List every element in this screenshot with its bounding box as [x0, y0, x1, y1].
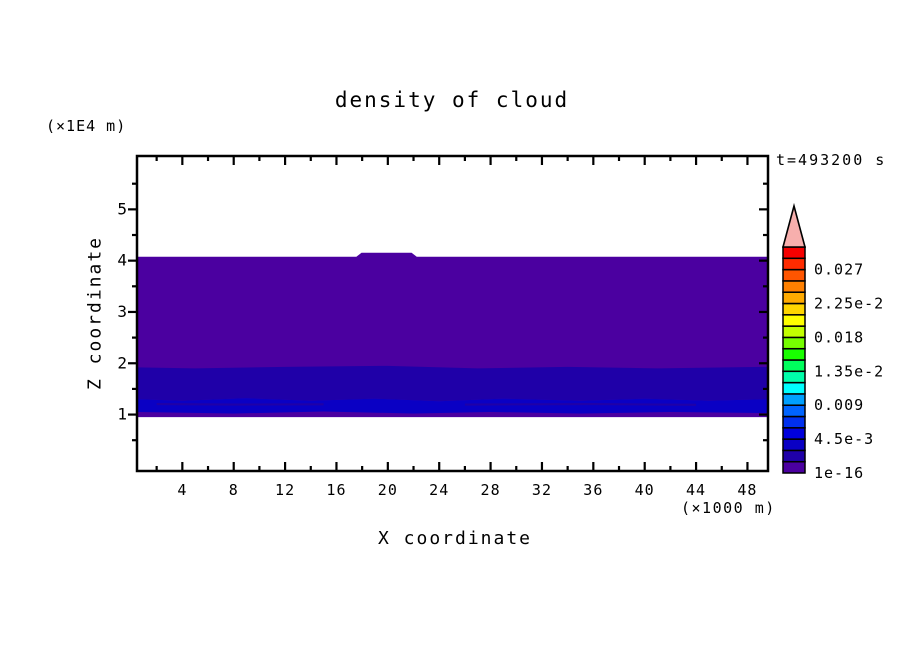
colorbar-cell	[782, 370, 806, 384]
colorbar-label: 0.009	[814, 396, 864, 414]
colorbar-cell	[782, 302, 806, 316]
cloud-band-level-3e-3	[137, 398, 768, 414]
z-tick-label: 5	[117, 199, 128, 218]
colorbar-label: 0.018	[814, 328, 864, 346]
x-tick-label: 8	[229, 481, 239, 499]
colorbar-cell	[782, 449, 806, 463]
colorbar-cell	[782, 438, 806, 452]
colorbar-cell	[782, 291, 806, 305]
x-tick-label: 16	[326, 481, 346, 499]
colorbar-cell	[782, 427, 806, 440]
y-axis-title: Z coordinate	[84, 235, 106, 391]
z-tick-label: 2	[117, 353, 128, 372]
x-tick-label: 28	[481, 481, 501, 499]
colorbar-cell	[782, 268, 806, 282]
colorbar-label: 0.027	[814, 261, 864, 279]
plot-frame	[135, 154, 770, 473]
colorbar-cell	[782, 359, 806, 373]
colorbar-cell	[782, 393, 806, 406]
x-tick-label: 4	[177, 481, 187, 499]
colorbar-cell	[782, 257, 806, 271]
x-tick-label: 36	[583, 481, 603, 499]
colorbar-overflow-arrow	[781, 202, 807, 248]
x-tick-label: 20	[378, 481, 398, 499]
colorbar-cell	[782, 347, 806, 361]
colorbar-cell	[782, 415, 806, 429]
colorbar-cell	[782, 325, 806, 339]
colorbar-label: 1e-16	[814, 464, 864, 482]
x-axis-title: X coordinate	[377, 528, 533, 549]
colorbar-cell	[782, 381, 806, 395]
x-tick-label: 24	[429, 481, 449, 499]
z-tick-label: 3	[117, 302, 128, 321]
x-tick-label: 32	[532, 481, 552, 499]
colorbar-label: 2.25e-2	[814, 295, 884, 313]
cloud-streak-level-1.5e-3-a	[156, 403, 324, 406]
chart-title: density of cloud	[334, 88, 570, 112]
colorbar-cell	[782, 246, 806, 260]
z-tick-label: 4	[117, 251, 128, 270]
colorbar-cell	[782, 280, 806, 293]
colorbar-label: 1.35e-2	[814, 362, 884, 380]
colorbar-cell	[782, 314, 806, 327]
cloud-band-level-1.5e-3	[137, 365, 768, 402]
colorbar-cell	[782, 336, 806, 350]
z-tick-label: 1	[117, 405, 128, 424]
x-tick-label: 44	[686, 481, 706, 499]
x-tick-label: 12	[275, 481, 295, 499]
x-axis-unit-label: (×1000 m)	[681, 499, 776, 517]
x-tick-label: 40	[635, 481, 655, 499]
x-tick-label: 48	[737, 481, 757, 499]
y-axis-unit-label: (×1E4 m)	[46, 117, 127, 135]
cloud-streak-level-1.5e-3-b	[464, 403, 697, 406]
timestamp-label: t=493200 s	[776, 151, 887, 169]
colorbar-label: 4.5e-3	[814, 430, 874, 448]
colorbar-cell	[782, 404, 806, 418]
colorbar-cell	[782, 460, 806, 474]
